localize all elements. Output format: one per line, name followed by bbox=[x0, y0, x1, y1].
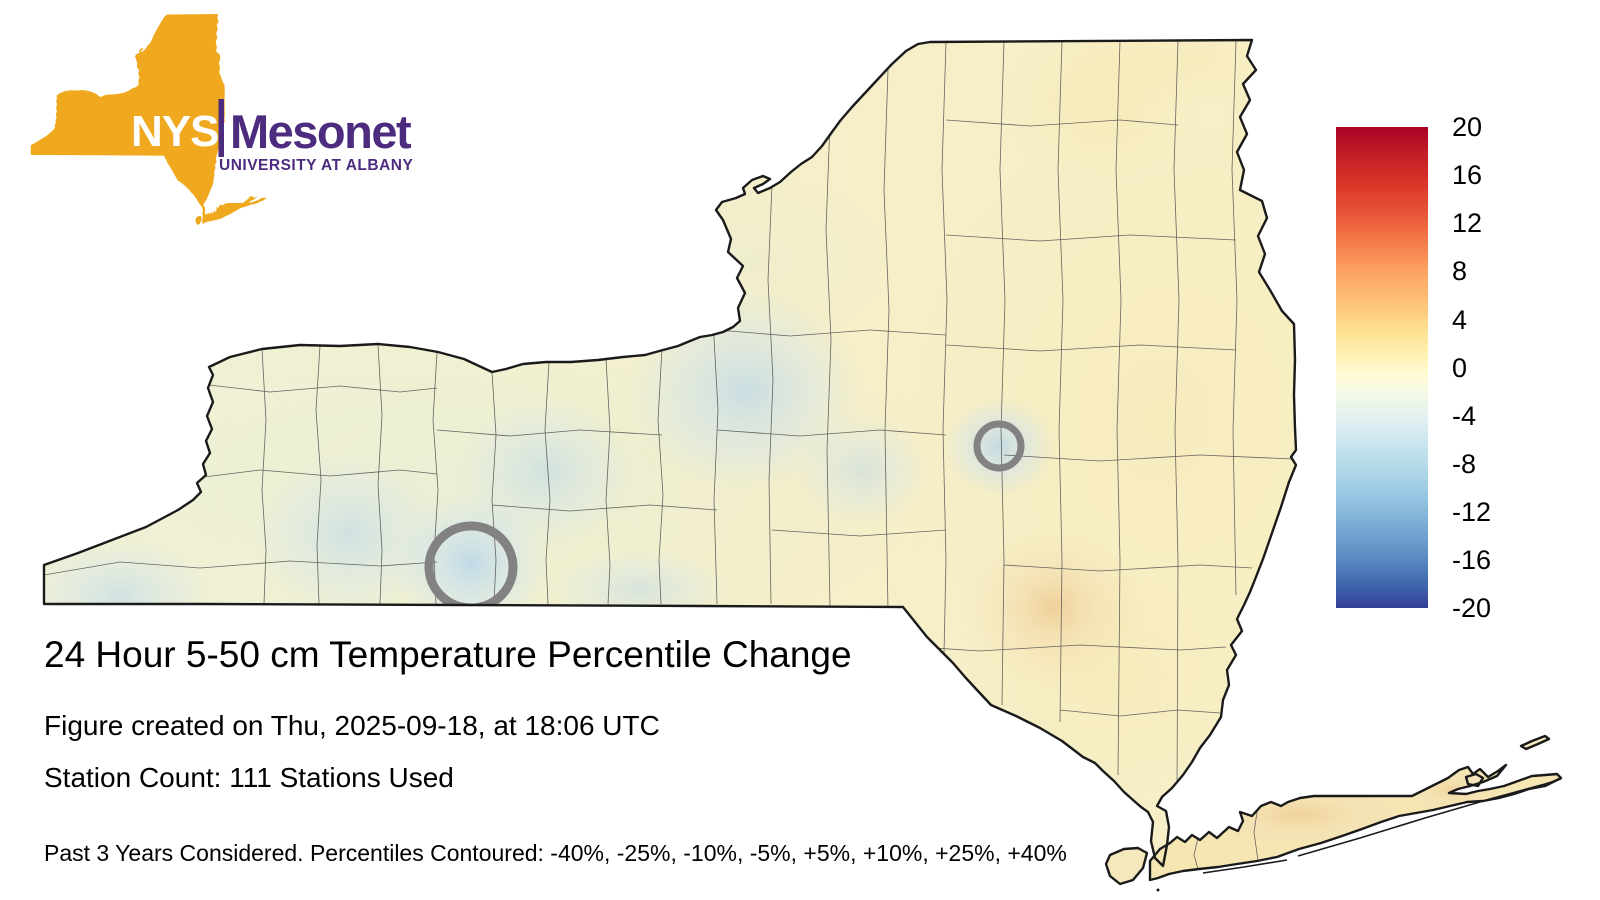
county-borders bbox=[44, 40, 1294, 870]
colorbar-tick: -8 bbox=[1452, 449, 1477, 479]
percentiles-footnote: Past 3 Years Considered. Percentiles Con… bbox=[44, 840, 1067, 866]
colorbar-tick: -4 bbox=[1452, 401, 1477, 431]
colorbar-tick: -20 bbox=[1452, 593, 1492, 623]
barrier-islands bbox=[1202, 778, 1562, 874]
colorbar-tick: 0 bbox=[1452, 353, 1468, 383]
contour-ring-small bbox=[973, 420, 1025, 472]
colorbar-tick: 4 bbox=[1452, 305, 1468, 335]
figure-title: 24 Hour 5-50 cm Temperature Percentile C… bbox=[44, 634, 852, 675]
colorbar-tick: 20 bbox=[1452, 112, 1483, 142]
nys-mesonet-logo: NYS Mesonet UNIVERSITY AT ALBANY bbox=[30, 14, 413, 225]
logo-wordmark: Mesonet bbox=[230, 105, 412, 158]
state-outline bbox=[42, 38, 1563, 892]
logo-affiliation: UNIVERSITY AT ALBANY bbox=[219, 157, 413, 174]
colorbar-tick: 12 bbox=[1452, 208, 1483, 238]
colorbar-tick: -16 bbox=[1452, 545, 1492, 575]
station-count-line: Station Count: 111 Stations Used bbox=[44, 762, 454, 793]
colorbar-tick: 16 bbox=[1452, 160, 1483, 190]
colorbar-tick: 8 bbox=[1452, 256, 1468, 286]
logo-acronym: NYS bbox=[131, 107, 218, 156]
logo-divider-bar bbox=[218, 99, 224, 157]
colorbar-tick: -12 bbox=[1452, 497, 1492, 527]
figure-created-line: Figure created on Thu, 2025-09-18, at 18… bbox=[44, 710, 660, 741]
percentile-shading bbox=[44, 40, 1498, 845]
colorbar bbox=[1336, 127, 1428, 608]
